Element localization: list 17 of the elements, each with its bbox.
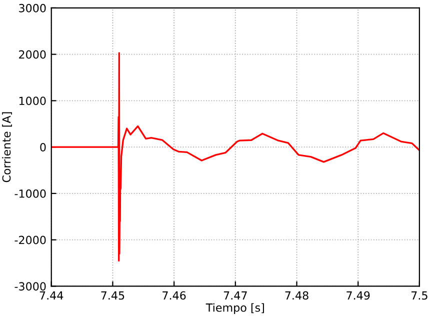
y-tick-label: -1000 (14, 189, 46, 198)
y-tick-label: 2000 (19, 50, 46, 59)
x-tick-label: 7.5 (412, 291, 428, 300)
x-tick-label: 7.47 (224, 291, 247, 300)
y-tick-label: 0 (40, 143, 46, 152)
line-series (51, 52, 420, 262)
x-axis-title: Tiempo [s] (206, 303, 264, 314)
y-tick-label: 3000 (19, 4, 46, 12)
x-tick-label: 7.45 (101, 291, 124, 300)
x-tick-label: 7.49 (346, 291, 370, 300)
y-tick-label: 1000 (19, 96, 46, 106)
x-tick-label: 7.48 (285, 291, 308, 300)
x-tick-label: 7.46 (162, 291, 186, 300)
y-axis-title: Corriente [A] (2, 112, 12, 182)
y-tick-label: -3000 (14, 282, 46, 291)
y-tick-label: -2000 (14, 236, 46, 244)
x-tick-label: 7.44 (40, 291, 64, 300)
